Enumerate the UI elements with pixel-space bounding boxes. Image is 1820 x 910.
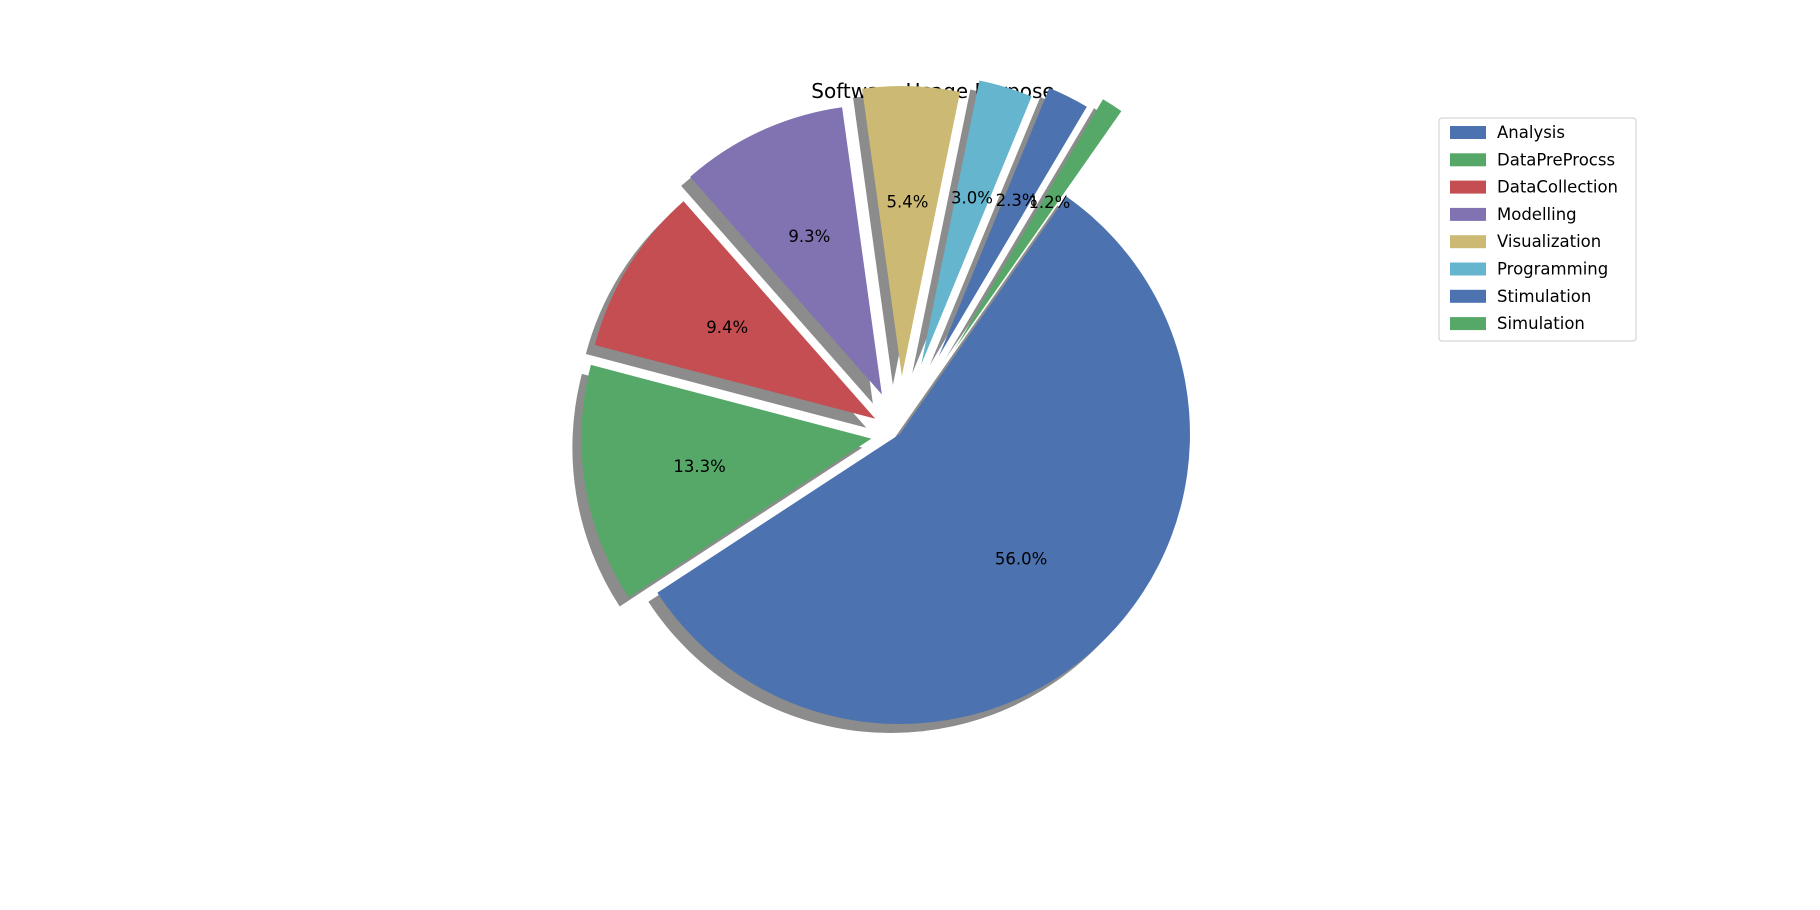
pct-label-stimulation: 2.3% bbox=[996, 191, 1038, 210]
legend-item-programming: Programming bbox=[1450, 260, 1608, 279]
legend-items: Analysis DataPreProcss DataCollection Model… bbox=[1450, 123, 1618, 333]
legend-item-modelling: Modelling bbox=[1450, 205, 1577, 224]
pct-label-visualization: 5.4% bbox=[887, 193, 929, 212]
legend-item-data-pre-procss: DataPreProcss bbox=[1450, 150, 1615, 169]
slice-data-pre-procss bbox=[581, 364, 872, 598]
slice-programming bbox=[921, 80, 1032, 365]
legend-label-programming: Programming bbox=[1497, 260, 1608, 279]
legend-label-data-pre-procss: DataPreProcss bbox=[1497, 150, 1615, 169]
slice-analysis bbox=[657, 196, 1190, 724]
legend-label-stimulation: Stimulation bbox=[1497, 287, 1591, 306]
percentage-labels: 56.0% 13.3% 9.4% 9.3% 5.4% 3.0% 2.3%1.2% bbox=[673, 189, 1070, 569]
legend-item-data-collection: DataCollection bbox=[1450, 178, 1618, 197]
slice-data-collection bbox=[594, 201, 876, 419]
legend-swatch-visualization bbox=[1450, 235, 1486, 249]
legend-label-simulation: Simulation bbox=[1497, 314, 1585, 333]
pct-label-programming: 3.0% bbox=[951, 189, 993, 208]
legend: Analysis DataPreProcss DataCollection Model… bbox=[1438, 117, 1637, 342]
legend-label-visualization: Visualization bbox=[1497, 232, 1601, 251]
slice-stimulation bbox=[938, 88, 1087, 357]
slice-simulation bbox=[955, 99, 1122, 349]
pct-label-modelling: 9.3% bbox=[788, 227, 830, 246]
legend-label-data-collection: DataCollection bbox=[1497, 178, 1618, 197]
legend-label-analysis: Analysis bbox=[1497, 123, 1565, 142]
legend-item-simulation: Simulation bbox=[1450, 314, 1585, 333]
legend-swatch-analysis bbox=[1450, 126, 1486, 139]
pie-slices bbox=[581, 80, 1190, 724]
legend-item-visualization: Visualization bbox=[1450, 232, 1601, 251]
legend-item-analysis: Analysis bbox=[1450, 123, 1565, 142]
pct-label-analysis: 56.0% bbox=[995, 550, 1047, 569]
legend-swatch-stimulation bbox=[1450, 289, 1486, 303]
pct-label-data-pre-procss: 13.3% bbox=[673, 457, 725, 476]
legend-swatch-modelling bbox=[1450, 207, 1486, 221]
legend-item-stimulation: Stimulation bbox=[1450, 287, 1591, 306]
legend-label-modelling: Modelling bbox=[1497, 205, 1577, 224]
pct-label-data-collection: 9.4% bbox=[706, 318, 748, 337]
slice-visualization bbox=[862, 86, 961, 377]
legend-swatch-data-pre-procss bbox=[1450, 153, 1486, 167]
legend-frame bbox=[1438, 117, 1637, 342]
legend-swatch-data-collection bbox=[1450, 180, 1486, 194]
legend-swatch-programming bbox=[1450, 262, 1486, 276]
pct-label-simulation: 1.2% bbox=[1028, 193, 1070, 212]
slice-modelling bbox=[690, 107, 882, 395]
legend-swatch-simulation bbox=[1450, 317, 1486, 331]
